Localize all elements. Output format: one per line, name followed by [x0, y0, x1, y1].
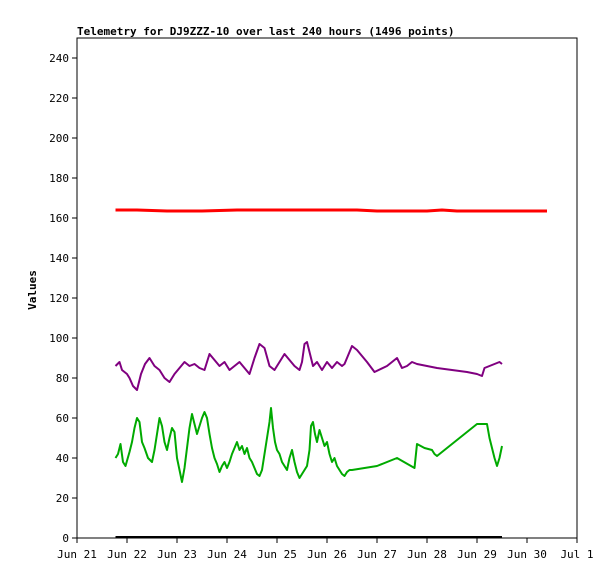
- x-tick-label: Jun 22: [107, 548, 147, 561]
- x-tick-label: Jun 28: [407, 548, 447, 561]
- x-tick-label: Jun 26: [307, 548, 347, 561]
- y-tick-label: 220: [49, 92, 69, 105]
- x-tick-label: Jun 25: [257, 548, 297, 561]
- x-tick-label: Jun 27: [357, 548, 397, 561]
- y-axis: 0 20 40 60 80 100 120 140 160 180 200 220 240: [49, 52, 77, 545]
- y-tick-label: 60: [56, 412, 69, 425]
- y-tick-label: 100: [49, 332, 69, 345]
- x-tick-label: Jun 21: [57, 548, 97, 561]
- series-line-1: [115, 208, 547, 213]
- y-tick-label: 160: [49, 212, 69, 225]
- y-tick-label: 140: [49, 252, 69, 265]
- series-line-2: [114, 341, 503, 391]
- x-tick-label: Jun 30: [507, 548, 547, 561]
- y-tick-label: 80: [56, 372, 69, 385]
- x-axis: Jun 21 Jun 22 Jun 23 Jun 24 Jun 25 Jun 26 Jun …: [57, 538, 594, 561]
- y-tick-label: 20: [56, 492, 69, 505]
- y-tick-label: 120: [49, 292, 69, 305]
- y-tick-label: 200: [49, 132, 69, 145]
- x-tick-label: Jun 24: [207, 548, 247, 561]
- x-tick-label: Jun 23: [157, 548, 197, 561]
- y-tick-label: 40: [56, 452, 69, 465]
- y-tick-label: 180: [49, 172, 69, 185]
- series-line-3: [114, 407, 503, 483]
- y-tick-label: 0: [62, 532, 69, 545]
- chart-title: Telemetry for DJ9ZZZ-10 over last 240 ho…: [77, 25, 455, 38]
- x-tick-label: Jun 29: [457, 548, 497, 561]
- x-tick-label: Jul 1: [560, 548, 593, 561]
- y-axis-title: Values: [26, 270, 39, 310]
- y-tick-label: 240: [49, 52, 69, 65]
- series-layer: [114, 208, 547, 538]
